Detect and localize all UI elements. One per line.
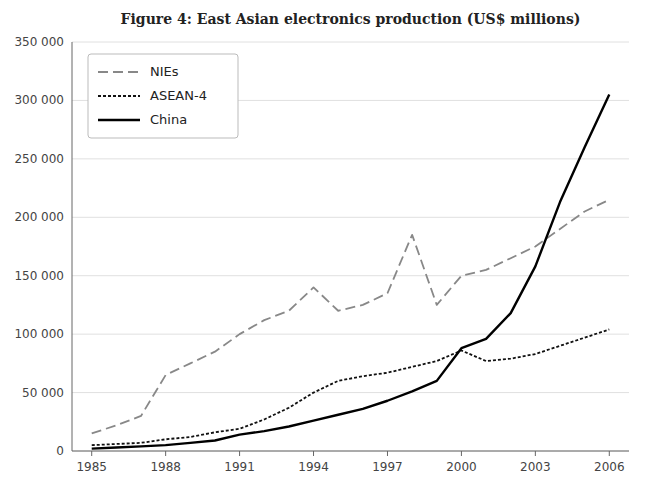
- legend: NIEs ASEAN-4 China: [88, 54, 238, 138]
- grid-line: [72, 158, 629, 159]
- chart: Figure 4: East Asian electronics product…: [0, 0, 651, 495]
- x-tick: [387, 451, 388, 456]
- x-tick: [91, 451, 92, 456]
- x-tick: [535, 451, 536, 456]
- x-tick-label: 2003: [520, 460, 551, 474]
- x-tick: [165, 451, 166, 456]
- legend-swatch: [98, 119, 140, 121]
- y-tick-label: 150 000: [14, 269, 64, 283]
- y-tick-label: 350 000: [14, 35, 64, 49]
- x-tick: [239, 451, 240, 456]
- y-tick-label: 100 000: [14, 327, 64, 341]
- x-axis-line: [72, 451, 629, 452]
- y-tick-label: 250 000: [14, 152, 64, 166]
- series-line: [92, 200, 610, 434]
- grid-line: [72, 217, 629, 218]
- grid-line: [72, 275, 629, 276]
- title: Figure 4: East Asian electronics product…: [121, 11, 581, 27]
- x-tick-label: 1988: [150, 460, 181, 474]
- grid-line: [72, 451, 629, 452]
- page: {"chart_data": { "type": "line", "title"…: [0, 0, 651, 495]
- y-axis-line: [72, 42, 73, 451]
- x-tick-label: 1994: [298, 460, 329, 474]
- grid-line: [72, 334, 629, 335]
- lines: [92, 95, 610, 449]
- legend-swatch: [98, 71, 140, 73]
- x-tick-label: 1997: [372, 460, 403, 474]
- x-tick: [609, 451, 610, 456]
- legend-box: [88, 54, 238, 138]
- y-tick-label: 300 000: [14, 93, 64, 107]
- x-tick: [313, 451, 314, 456]
- x-tick: [461, 451, 462, 456]
- x-tick-label: 1991: [224, 460, 255, 474]
- legend-label: China: [150, 112, 187, 127]
- series-line: [92, 95, 610, 449]
- legend-swatch: [98, 95, 140, 97]
- axes: 0 50 000 100 000 150 000 200 000 250 000 300 0…: [14, 35, 629, 474]
- legend-label: NIEs: [150, 64, 179, 79]
- x-tick-label: 1985: [76, 460, 107, 474]
- y-tick-label: 200 000: [14, 210, 64, 224]
- series-line: [92, 329, 610, 445]
- grid-line: [72, 42, 629, 43]
- x-tick-label: 2000: [446, 460, 477, 474]
- y-tick-label: 0: [56, 444, 64, 458]
- x-tick-label: 2006: [594, 460, 625, 474]
- legend-label: ASEAN-4: [150, 88, 207, 103]
- y-tick-label: 50 000: [22, 386, 64, 400]
